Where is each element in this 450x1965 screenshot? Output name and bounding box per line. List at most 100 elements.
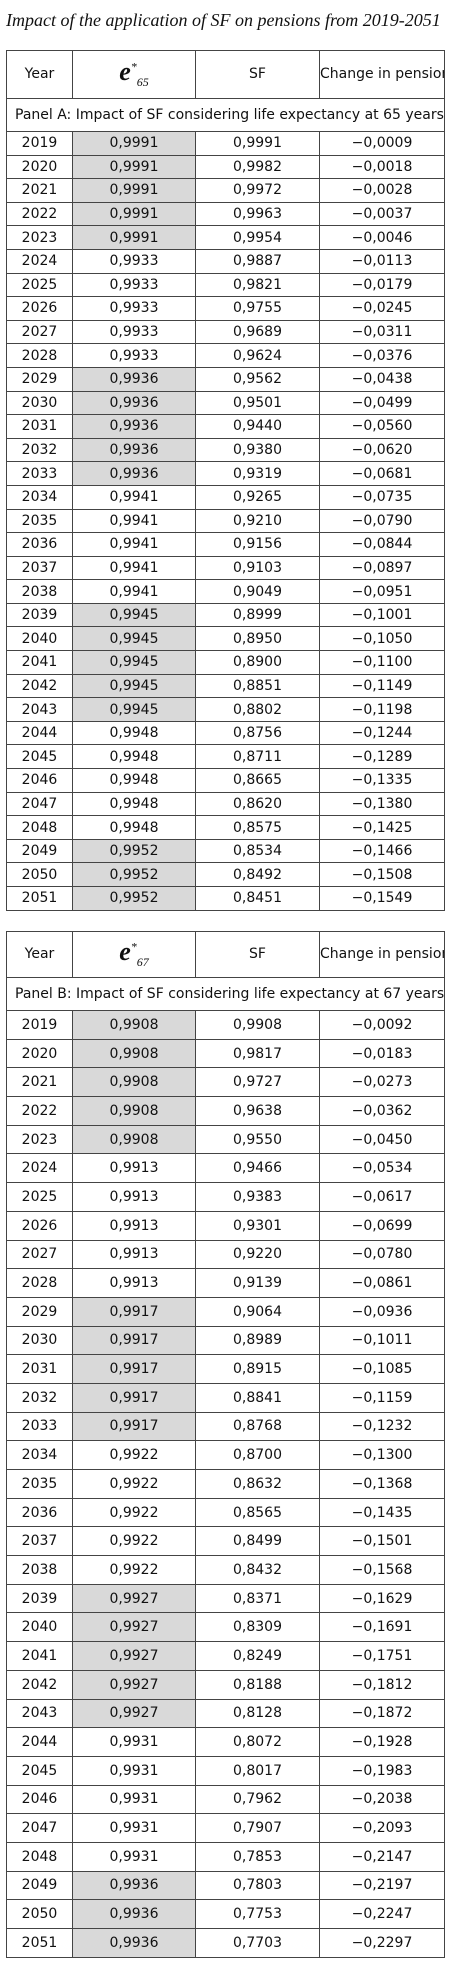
table-cell: 0,9945 [72, 673, 196, 699]
table-cell: 0,9755 [195, 296, 320, 321]
table-cell: 0,8711 [195, 744, 320, 770]
table-cell: −0,2247 [319, 1899, 445, 1929]
table-cell: 0,9210 [195, 508, 320, 534]
table-row: 2039 0,9927 0,8371 −0,1629 [6, 1583, 445, 1614]
table-cell: 2048 [6, 1841, 73, 1872]
e-subscript: 65 [136, 74, 149, 89]
table-cell: 0,9945 [72, 602, 196, 628]
table-cell: 0,9319 [195, 461, 320, 486]
table-cell: 0,9991 [72, 225, 196, 250]
table-cell: 2024 [6, 1153, 73, 1184]
table-cell: −0,1466 [319, 838, 445, 864]
table-cell: 2036 [6, 532, 73, 557]
table-cell: −0,0790 [319, 508, 445, 534]
table-cell: 2030 [6, 1325, 73, 1356]
table-cell: 0,9963 [195, 201, 320, 227]
table-cell: 0,8915 [195, 1354, 320, 1384]
table-row: 2019 0,9908 0,9908 −0,0092 [6, 1010, 445, 1040]
table-cell: 2029 [6, 1296, 73, 1327]
table-row: 2029 0,9936 0,9562 −0,0438 [6, 366, 445, 392]
table-row: 2050 0,9936 0,7753 −0,2247 [6, 1899, 445, 1929]
table-cell: 2034 [6, 484, 73, 510]
table-cell: 2022 [6, 201, 73, 227]
table-cell: 0,7753 [195, 1899, 320, 1929]
table-cell: 0,9922 [72, 1526, 196, 1557]
table: Year e*67 SF Change in pension Panel B: Impa… [6, 931, 445, 1958]
table-cell: 0,9931 [72, 1727, 196, 1757]
table-cell: −0,1300 [319, 1440, 445, 1470]
table-row: 2035 0,9941 0,9210 −0,0790 [6, 508, 445, 534]
table-cell: 2044 [6, 720, 73, 746]
table-cell: −0,0534 [319, 1153, 445, 1184]
table-cell: 2019 [6, 1010, 73, 1040]
table-cell: 2039 [6, 602, 73, 628]
table-row: 2032 0,9917 0,8841 −0,1159 [6, 1382, 445, 1413]
table-row: 2019 0,9991 0,9991 −0,0009 [6, 131, 445, 156]
table-cell: 0,8950 [195, 626, 320, 652]
table-cell: −0,0861 [319, 1268, 445, 1298]
header-row: Year e*67 SF Change in pension [6, 931, 445, 978]
table-cell: −0,0273 [319, 1067, 445, 1098]
table-cell: −0,0028 [319, 178, 445, 203]
table-cell: 2045 [6, 1755, 73, 1786]
table-cell: −0,0936 [319, 1296, 445, 1327]
table-cell: −0,1435 [319, 1497, 445, 1528]
table-cell: −0,1149 [319, 673, 445, 699]
table-cell: 2041 [6, 650, 73, 675]
table-cell: −0,1085 [319, 1354, 445, 1384]
table-cell: 0,8451 [195, 886, 320, 911]
table-cell: 2036 [6, 1497, 73, 1528]
table-cell: 0,9265 [195, 484, 320, 510]
table-cell: 0,8756 [195, 720, 320, 746]
table-cell: 0,9638 [195, 1096, 320, 1126]
table-cell: 2025 [6, 272, 73, 298]
panel-title: Panel B: Impact of SF considering life e… [6, 977, 445, 1011]
table-cell: 0,8072 [195, 1727, 320, 1757]
table-cell: 0,8620 [195, 791, 320, 817]
table-cell: 2027 [6, 1239, 73, 1270]
table-cell: −0,1549 [319, 886, 445, 911]
table-cell: 0,9991 [72, 154, 196, 180]
table-row: 2021 0,9908 0,9727 −0,0273 [6, 1067, 445, 1098]
table-cell: 2049 [6, 1870, 73, 1901]
table-row: 2028 0,9933 0,9624 −0,0376 [6, 343, 445, 368]
table-cell: 2020 [6, 154, 73, 180]
table-cell: −0,0376 [319, 343, 445, 368]
table-cell: 0,9936 [72, 390, 196, 416]
table-cell: 0,7962 [195, 1784, 320, 1815]
table-row: 2024 0,9933 0,9887 −0,0113 [6, 248, 445, 274]
table-cell: 2047 [6, 791, 73, 817]
table-row: 2044 0,9948 0,8756 −0,1244 [6, 720, 445, 746]
table-cell: 0,7803 [195, 1870, 320, 1901]
table-row: 2022 0,9908 0,9638 −0,0362 [6, 1096, 445, 1126]
table-cell: 0,8632 [195, 1469, 320, 1499]
table-row: 2026 0,9933 0,9755 −0,0245 [6, 296, 445, 321]
table-row: 2034 0,9922 0,8700 −0,1300 [6, 1440, 445, 1470]
panel-title: Panel A: Impact of SF considering life e… [6, 98, 445, 132]
table-cell: 0,8700 [195, 1440, 320, 1470]
table-cell: 2037 [6, 1526, 73, 1557]
table-cell: 0,9501 [195, 390, 320, 416]
table-cell: 0,9927 [72, 1612, 196, 1643]
table-row: 2040 0,9927 0,8309 −0,1691 [6, 1612, 445, 1643]
table-cell: 0,8665 [195, 768, 320, 793]
table-cell: 0,8309 [195, 1612, 320, 1643]
e-superscript: * [130, 939, 137, 954]
table-cell: 2043 [6, 697, 73, 722]
e-superscript: * [130, 59, 137, 74]
table-cell: 0,7907 [195, 1813, 320, 1843]
table-cell: 2046 [6, 768, 73, 793]
e-letter: e [119, 56, 131, 86]
table-cell: −0,2038 [319, 1784, 445, 1815]
table-cell: 0,9972 [195, 178, 320, 203]
table-cell: 2041 [6, 1641, 73, 1671]
table-row: 2044 0,9931 0,8072 −0,1928 [6, 1727, 445, 1757]
table-cell: 0,9624 [195, 343, 320, 368]
table-cell: −0,0311 [319, 319, 445, 345]
table-row: 2027 0,9933 0,9689 −0,0311 [6, 319, 445, 345]
table-row: 2043 0,9927 0,8128 −0,1872 [6, 1698, 445, 1729]
table-cell: 2039 [6, 1583, 73, 1614]
table-cell: 0,9139 [195, 1268, 320, 1298]
table-cell: 0,9941 [72, 532, 196, 557]
table-row: 2041 0,9927 0,8249 −0,1751 [6, 1641, 445, 1671]
